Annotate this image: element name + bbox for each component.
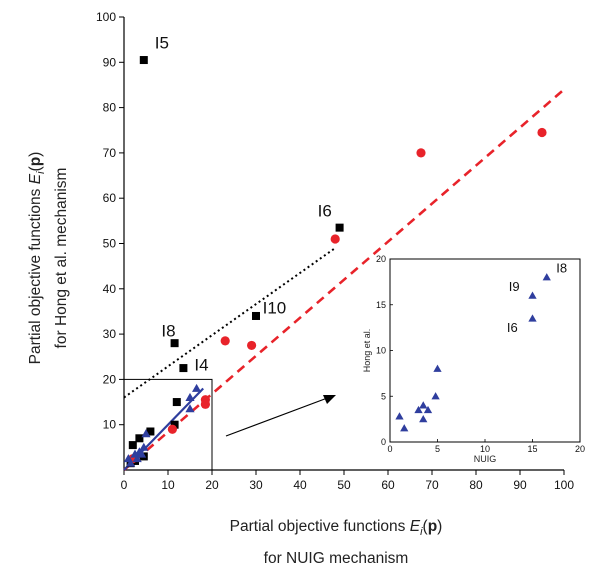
- inset-triangle-point: [433, 364, 442, 372]
- triangle-point: [185, 392, 195, 401]
- square-point: [252, 311, 260, 320]
- inset-triangle-point: [419, 401, 428, 409]
- zoom-arrow-head: [323, 395, 336, 404]
- y-tick-label: 20: [103, 372, 117, 386]
- circle-point: [416, 148, 426, 158]
- circle-point: [220, 336, 230, 346]
- square-point: [128, 441, 137, 450]
- dotted-fit-line: [123, 247, 336, 399]
- zoom-arrow-line: [225, 396, 331, 437]
- inset-triangle-point: [542, 273, 551, 281]
- triangle-point: [132, 454, 142, 463]
- square-point: [135, 434, 144, 443]
- x-tick-label: 60: [381, 478, 395, 492]
- x-tick-label: 40: [293, 478, 307, 492]
- inset-triangle-point: [431, 392, 440, 400]
- inset-y-axis-label: Hong et al.: [362, 329, 372, 373]
- y-tick-label: 90: [103, 55, 117, 69]
- x-tick-label: 80: [469, 478, 483, 492]
- inset-point-annotation: I8: [556, 261, 567, 276]
- zoom-region-box: [123, 378, 213, 471]
- square-point: [139, 56, 148, 65]
- square-point: [335, 223, 344, 232]
- main-plot: 0 10 20 30 40 50 60 70 80 90 100102030405060708090…: [96, 10, 574, 492]
- inset-x-axis-label: NUIG: [474, 454, 497, 464]
- triangle-point: [139, 442, 149, 451]
- inset-x-tick-label: 5: [435, 444, 440, 454]
- inset-triangle-point: [414, 405, 423, 414]
- inset-y-tick-label: 15: [376, 300, 386, 310]
- circle-point: [200, 399, 210, 409]
- circle-point: [537, 127, 547, 138]
- inset-frame: [389, 258, 581, 443]
- y-axis-label-line1: Partial objective functions Ei(p): [27, 152, 47, 365]
- x-tick-label: 90: [513, 478, 527, 492]
- inset-point-annotation: I9: [509, 279, 520, 294]
- y-tick-label: 40: [103, 282, 117, 296]
- inset-triangle-point: [400, 424, 409, 432]
- dashed-fit-line: [123, 88, 565, 471]
- square-point: [179, 364, 188, 373]
- square-point: [170, 420, 179, 429]
- x-tick-label: 10: [161, 478, 175, 492]
- point-annotation: I10: [263, 299, 287, 318]
- circle-point: [167, 424, 177, 434]
- point-annotation: I8: [161, 321, 175, 340]
- triangle-point: [141, 429, 151, 438]
- inset-triangle-point: [419, 414, 428, 423]
- y-tick-label: 50: [103, 237, 117, 251]
- x-tick-label: 100: [554, 478, 574, 492]
- inset-x-tick-label: 0: [387, 444, 392, 454]
- x-axis-label-line2: for NUIG mechanism: [264, 550, 409, 567]
- inset-x-tick-label: 20: [575, 444, 585, 454]
- inset-x-tick-label: 10: [480, 444, 490, 454]
- inset-point-annotation: I6: [507, 320, 518, 335]
- inset-y-tick-label: 20: [376, 254, 386, 264]
- x-tick-label: 70: [425, 478, 439, 492]
- x-tick-label: 20: [205, 478, 219, 492]
- triangle-point: [192, 383, 202, 392]
- inset-x-tick-label: 15: [527, 444, 537, 454]
- inset-plot: 0 5 10 15 20 0 5 10 15 20 NUIG Hong et al. I9 I8 I6: [362, 254, 585, 464]
- point-annotation: I6: [318, 201, 332, 220]
- y-tick-label: 60: [103, 191, 117, 205]
- y-tick-label: 80: [103, 101, 117, 115]
- inset-triangle-point: [528, 291, 537, 299]
- circle-point: [247, 340, 257, 351]
- square-point: [146, 427, 155, 436]
- inset-triangle-point: [423, 405, 433, 414]
- inset-y-tick-label: 10: [376, 346, 386, 356]
- x-tick-label: 0: [121, 478, 128, 492]
- triangle-point: [137, 449, 147, 458]
- x-tick-label: 50: [337, 478, 351, 492]
- y-tick-label: 70: [103, 146, 117, 160]
- circle-point: [330, 234, 340, 244]
- square-point: [170, 339, 179, 348]
- point-annotation: I5: [155, 34, 169, 53]
- square-point: [172, 398, 181, 407]
- y-tick-label: 30: [103, 327, 117, 341]
- x-tick-label: 30: [249, 478, 263, 492]
- triangle-point: [185, 404, 195, 413]
- inset-triangle-point: [395, 412, 404, 420]
- inset-y-tick-label: 5: [381, 391, 386, 401]
- inset-triangle-point: [528, 314, 537, 322]
- y-axis-label-line2: for Hong et al. mechanism: [53, 168, 70, 349]
- y-tick-label: 10: [103, 418, 117, 432]
- y-tick-label: 100: [96, 10, 116, 24]
- x-axis-label-line1: Partial objective functions Ei(p): [230, 518, 443, 538]
- point-annotation: I4: [194, 355, 208, 374]
- triangle-point: [126, 458, 136, 467]
- inset-y-tick-label: 0: [381, 437, 386, 447]
